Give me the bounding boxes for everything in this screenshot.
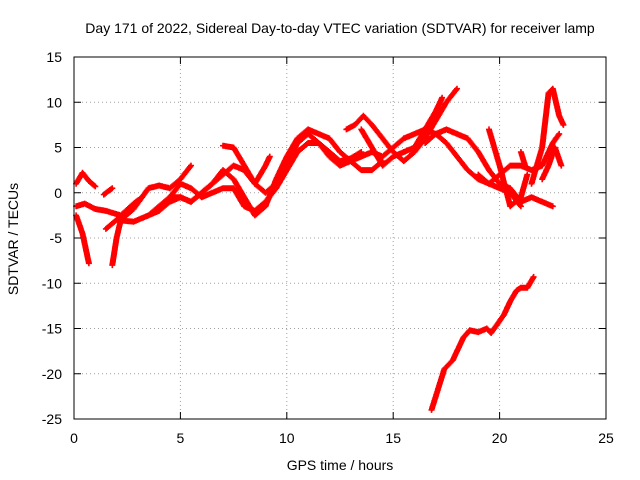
series-markers [539, 144, 565, 183]
y-tick-label: 5 [54, 140, 62, 156]
series-markers [486, 126, 531, 210]
series-markers [528, 85, 567, 187]
x-tick-label: 20 [492, 430, 508, 446]
chart-title: Day 171 of 2022, Sidereal Day-to-day VTE… [85, 20, 595, 36]
series-arc-18 [428, 273, 537, 413]
series-arc-8 [145, 126, 386, 219]
y-tick-label: 0 [54, 185, 62, 201]
y-tick-label: -20 [42, 366, 62, 382]
series-markers [517, 149, 529, 169]
series-arc-15 [517, 149, 529, 169]
y-tick-label: -25 [42, 411, 62, 427]
series-arc-16 [528, 85, 567, 187]
data-series [73, 85, 567, 413]
series-markers [428, 273, 537, 413]
y-tick-label: 15 [46, 49, 62, 65]
series-arc-14 [486, 126, 531, 210]
y-tick-label: -15 [42, 321, 62, 337]
series-arc-17 [539, 144, 565, 183]
series-markers [73, 169, 99, 190]
series-markers [73, 212, 92, 267]
series-arc-13 [475, 130, 563, 187]
series-markers [145, 126, 386, 219]
series-markers [100, 185, 116, 198]
y-axis-title: SDTVAR / TECUs [5, 183, 21, 295]
series-markers [475, 130, 563, 187]
x-axis-title: GPS time / hours [287, 457, 394, 473]
x-tick-label: 25 [598, 430, 614, 446]
grid [74, 57, 606, 419]
series-arc-3 [73, 212, 92, 267]
series-arc-9 [220, 142, 273, 187]
series-arc-11 [358, 94, 446, 169]
series-arc-1 [73, 169, 99, 190]
y-tick-label: -5 [50, 230, 63, 246]
series-markers [220, 142, 273, 187]
y-tick-label: 10 [46, 94, 62, 110]
y-axis: -25 -20 -15 -10 -5 0 5 10 15 [42, 49, 606, 427]
x-tick-label: 0 [70, 430, 78, 446]
series-markers [358, 94, 446, 169]
x-tick-label: 5 [177, 430, 185, 446]
x-axis: 0 5 10 15 20 25 [70, 57, 614, 446]
y-tick-label: -10 [42, 275, 62, 291]
x-tick-label: 15 [385, 430, 401, 446]
x-tick-label: 10 [279, 430, 295, 446]
series-arc-2 [100, 185, 116, 198]
